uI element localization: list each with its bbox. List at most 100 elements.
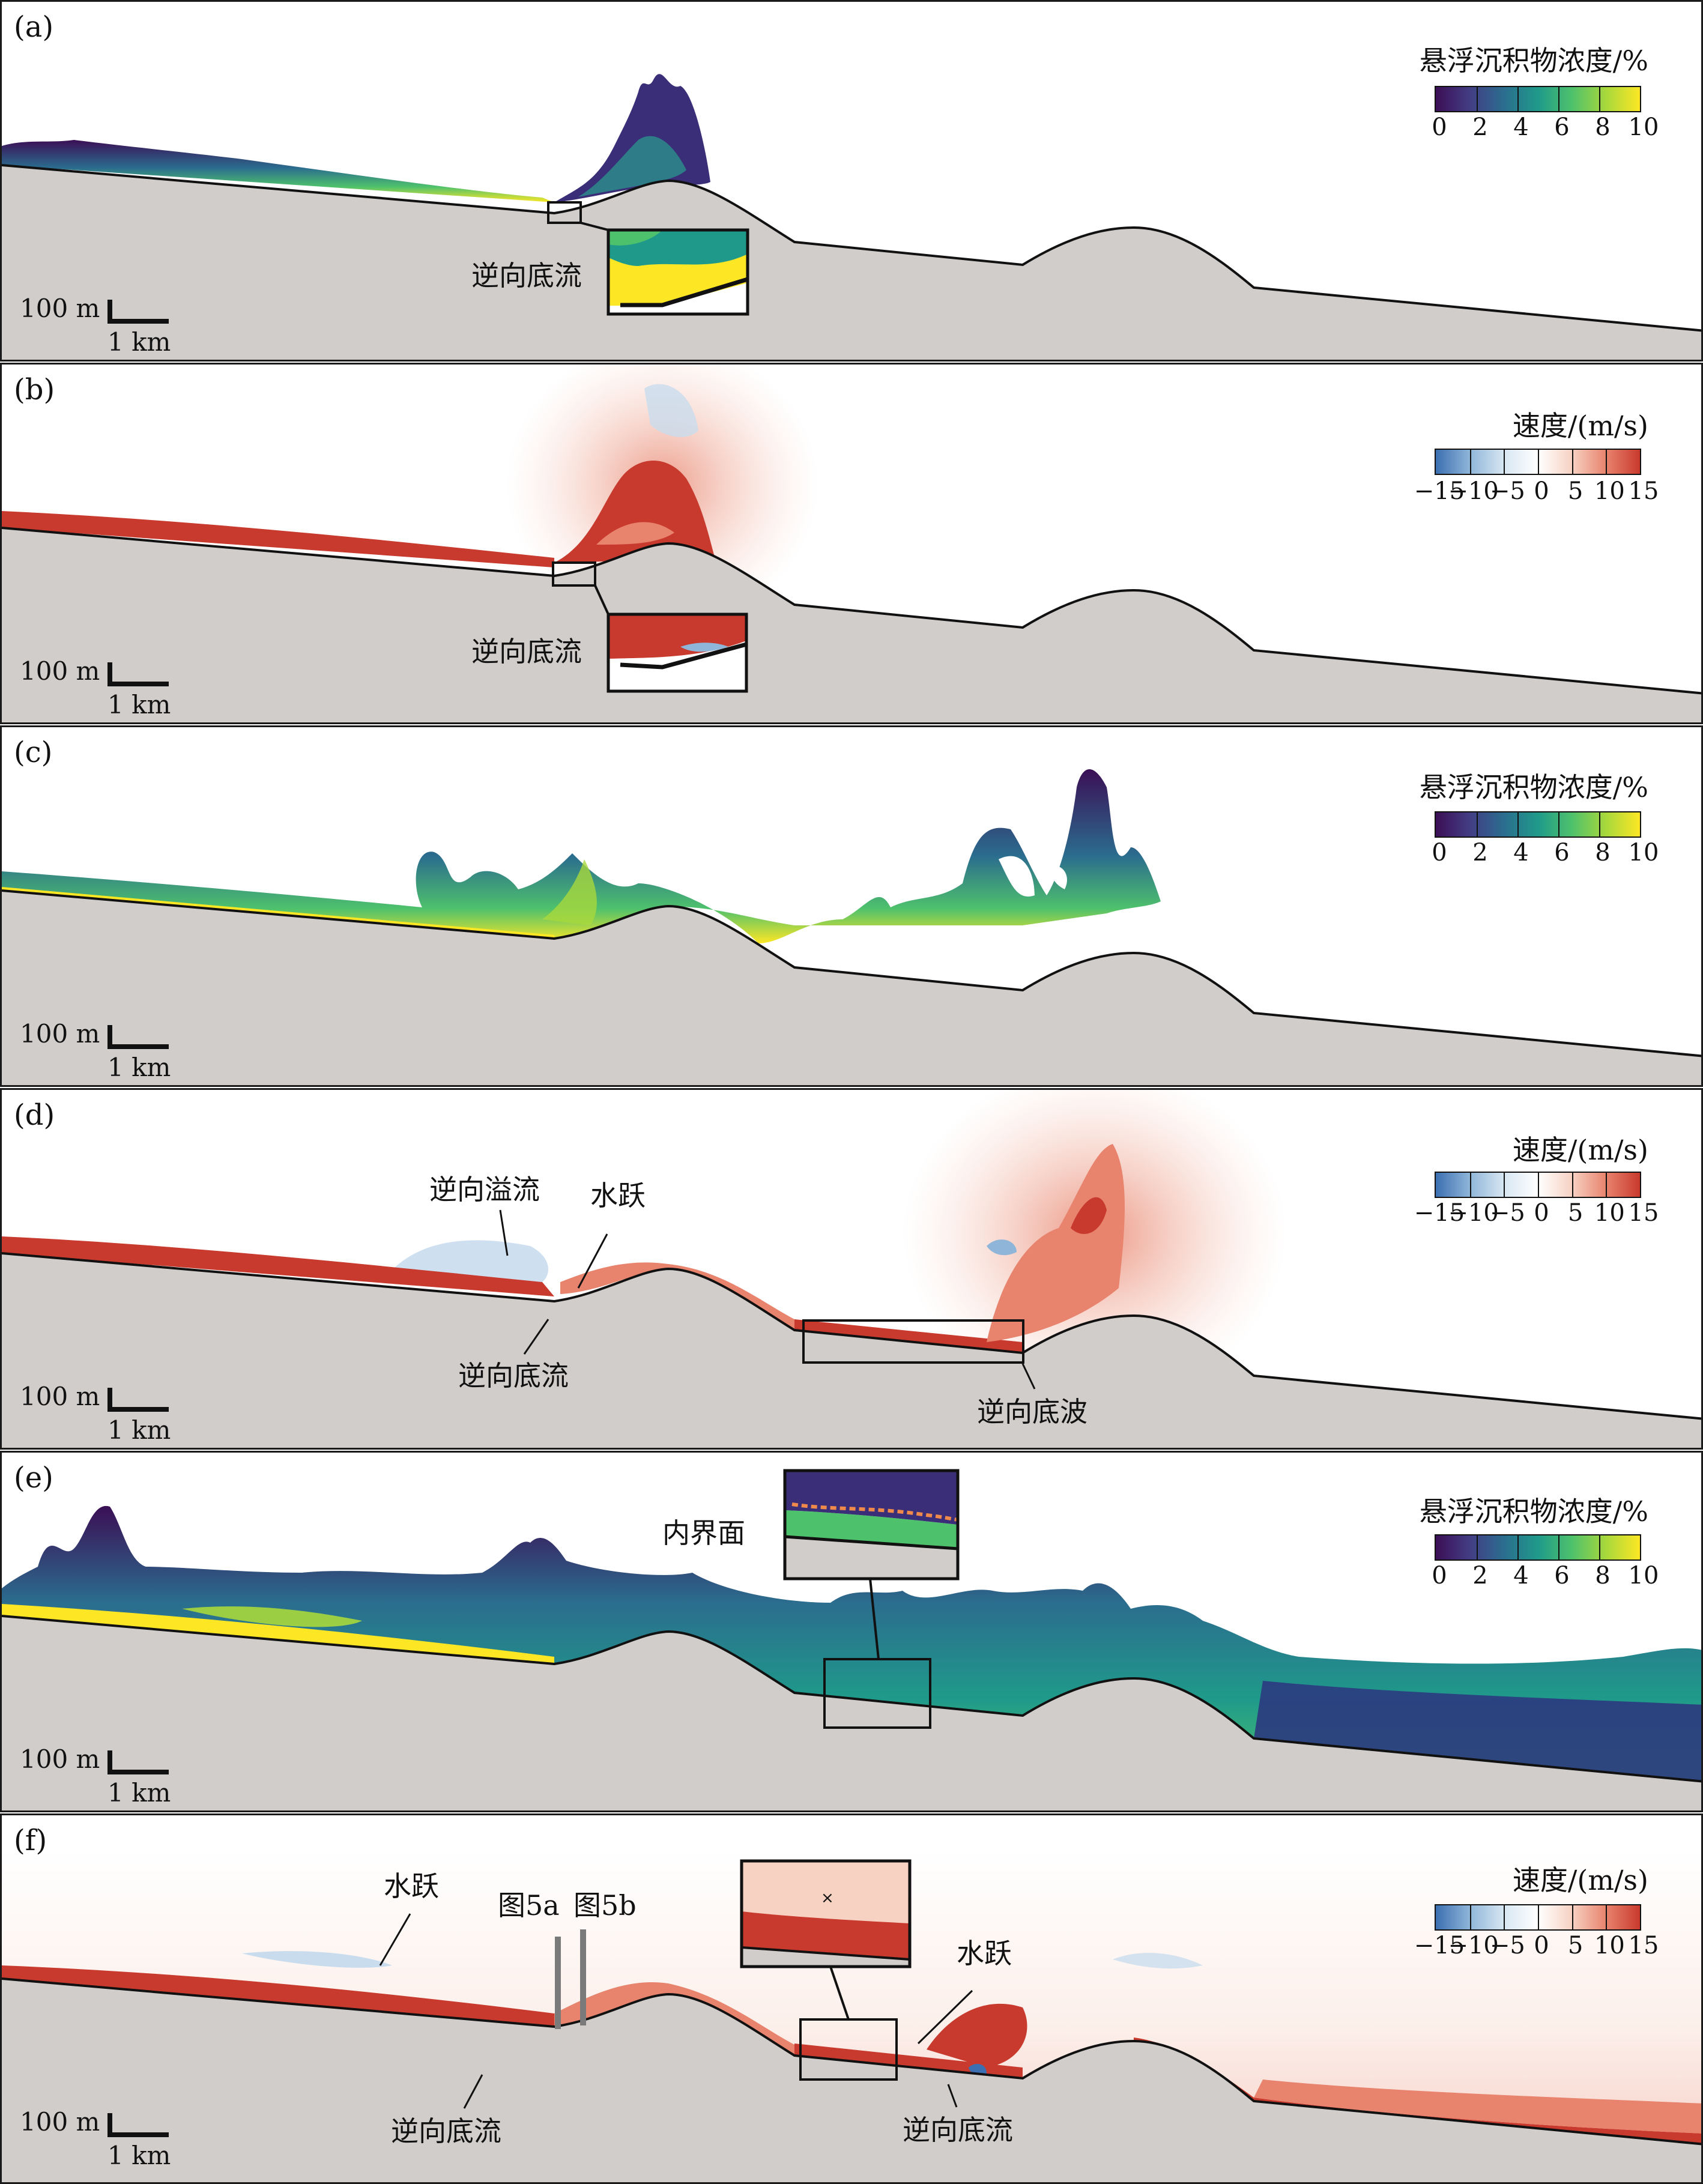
scale-horizontal-label: 1 km [107, 1415, 171, 1445]
zoom-inset [783, 1469, 960, 1581]
panel-e-scene [2, 1469, 1701, 1810]
colorbar-tick-label: −10 [1448, 1932, 1499, 1959]
colorbar-divider [1517, 1535, 1519, 1559]
colorbar-tick-label: 8 [1595, 839, 1611, 867]
seabed [2, 891, 1701, 1085]
scale-horizontal-label: 1 km [107, 327, 171, 357]
scale-horizontal-label: 1 km [107, 1053, 171, 1082]
colorbar-divider [1477, 1535, 1478, 1559]
colorbar-tick-label: −5 [1489, 1932, 1525, 1959]
colorbar [1435, 86, 1641, 112]
colorbar-tick-label: 15 [1628, 1199, 1659, 1227]
colorbar [1435, 1172, 1641, 1198]
colorbar-tick-label: 4 [1513, 839, 1529, 867]
colorbar-tick-label: 5 [1567, 1932, 1584, 1959]
colorbar-divider [1517, 87, 1519, 111]
seabed-outline [2, 1615, 1701, 1783]
colorbar-divider [1538, 1173, 1539, 1197]
leader-lines [499, 1209, 1036, 1390]
colorbar-tick-label: −15 [1414, 1932, 1465, 1959]
annotation-hydraulic-jump: 水跃 [590, 1179, 646, 1212]
inset-source-box [547, 201, 582, 224]
svg-text:×: × [821, 1889, 834, 1907]
colorbar-divider [1558, 87, 1559, 111]
panel-a-scene [2, 74, 1701, 360]
annotation-reverse-underflow: 逆向底流 [471, 635, 582, 668]
scale-vertical-label: 100 m [20, 294, 100, 323]
panel-f-scene: × [2, 1851, 1701, 2182]
colorbar-title: 速度/(m/s) [1512, 1134, 1648, 1166]
seabed-outline [2, 889, 1701, 1057]
colorbar-divider [1504, 1905, 1505, 1929]
colorbar-tick-label: −10 [1448, 1199, 1499, 1227]
colorbar-ticks: 0 2 4 6 8 10 [1415, 113, 1668, 141]
colorbar-divider [1504, 450, 1505, 474]
colorbar-divider [1558, 1535, 1559, 1559]
seabed [2, 165, 1701, 360]
colorbar [1435, 1534, 1641, 1561]
colorbar-tick-label: 0 [1534, 477, 1549, 505]
turbidity-current-layer [2, 1236, 554, 1296]
annotation-hydraulic-jump-2: 水跃 [957, 1937, 1012, 1970]
seabed-outline [2, 164, 1701, 332]
zoom-inset [606, 228, 749, 316]
zoom-inset: × [740, 1859, 912, 1968]
colorbar-tick-label: −15 [1414, 477, 1465, 505]
colorbar-divider [1504, 1173, 1505, 1197]
colorbar-tick-label: 0 [1432, 839, 1447, 867]
colorbar-tick-label: 8 [1595, 113, 1611, 141]
plume-head [554, 461, 716, 563]
colorbar [1435, 1904, 1641, 1931]
panel-c-scene [2, 769, 1701, 1085]
colorbar-title: 悬浮沉积物浓度/% [1419, 44, 1648, 77]
colorbar-tick-label: 10 [1594, 1932, 1625, 1959]
colorbar-ticks: 0 2 4 6 8 10 [1415, 839, 1668, 867]
colorbar-tick-label: −5 [1489, 1199, 1525, 1227]
colorbar-tick-label: 0 [1534, 1932, 1549, 1959]
scale-vertical-label: 100 m [20, 1019, 100, 1048]
colorbar-tick-label: 10 [1628, 1562, 1659, 1590]
colorbar-tick-label: 0 [1432, 1562, 1447, 1590]
seabed [2, 1253, 1701, 1448]
colorbar [1435, 449, 1641, 475]
turbidity-current-layer [2, 1965, 554, 2027]
colorbar-divider [1477, 87, 1478, 111]
colorbar-divider [1517, 812, 1519, 836]
annotation-reverse-underflow: 逆向底流 [458, 1360, 569, 1392]
seabed-outline [2, 1252, 1701, 1420]
colorbar-divider [1599, 87, 1600, 111]
colorbar-tick-label: 8 [1595, 1562, 1611, 1590]
colorbar-tick-label: 10 [1594, 1199, 1625, 1227]
panel-a: (a) 悬浮沉积物浓度/% 0 2 4 6 8 10 逆向底流 100 m 1 km [0, 0, 1703, 361]
panel-d: (d) 速度/(m/s) −15 −10 −5 0 5 10 15 逆向溢流 水跃 逆向底流… [0, 1088, 1703, 1450]
colorbar-tick-label: 5 [1567, 477, 1584, 505]
rising-plume [987, 1144, 1125, 1342]
scale-vertical-label: 100 m [20, 1382, 100, 1411]
plume-head-core [578, 136, 686, 197]
annotation-figure-5a: 图5a [498, 1889, 560, 1922]
colorbar-divider [1558, 812, 1559, 836]
turbidity-current-layer [2, 511, 554, 567]
colorbar-tick-label: 10 [1594, 477, 1625, 505]
annotation-reverse-underflow: 逆向底流 [391, 2115, 501, 2147]
zoom-inset [606, 613, 748, 693]
scale-horizontal-label: 1 km [107, 1778, 171, 1807]
scale-vertical-label: 100 m [20, 1744, 100, 1774]
annotation-internal-interface: 内界面 [662, 1517, 745, 1549]
colorbar-divider [1599, 812, 1600, 836]
colorbar-tick-label: −15 [1414, 1199, 1465, 1227]
colorbar-ticks: −15 −10 −5 0 5 10 15 [1414, 1199, 1668, 1227]
colorbar-tick-label: 4 [1513, 113, 1529, 141]
colorbar-divider [1469, 1905, 1471, 1929]
scale-vertical-label: 100 m [20, 2107, 100, 2137]
panel-label: (b) [14, 373, 55, 407]
seabed [2, 528, 1701, 722]
colorbar-divider [1571, 450, 1573, 474]
annotation-reverse-overflow: 逆向溢流 [429, 1173, 540, 1206]
colorbar-ticks: −15 −10 −5 0 5 10 15 [1414, 1932, 1668, 1959]
seabed-outline [2, 1977, 1701, 2146]
turbidity-current-body [2, 769, 1161, 943]
panel-b-scene [2, 365, 1701, 722]
panel-e: (e) 悬浮沉积物浓度/% 0 2 4 6 8 10 内界面 100 m 1 km [0, 1451, 1703, 1812]
colorbar-title: 悬浮沉积物浓度/% [1419, 771, 1648, 803]
